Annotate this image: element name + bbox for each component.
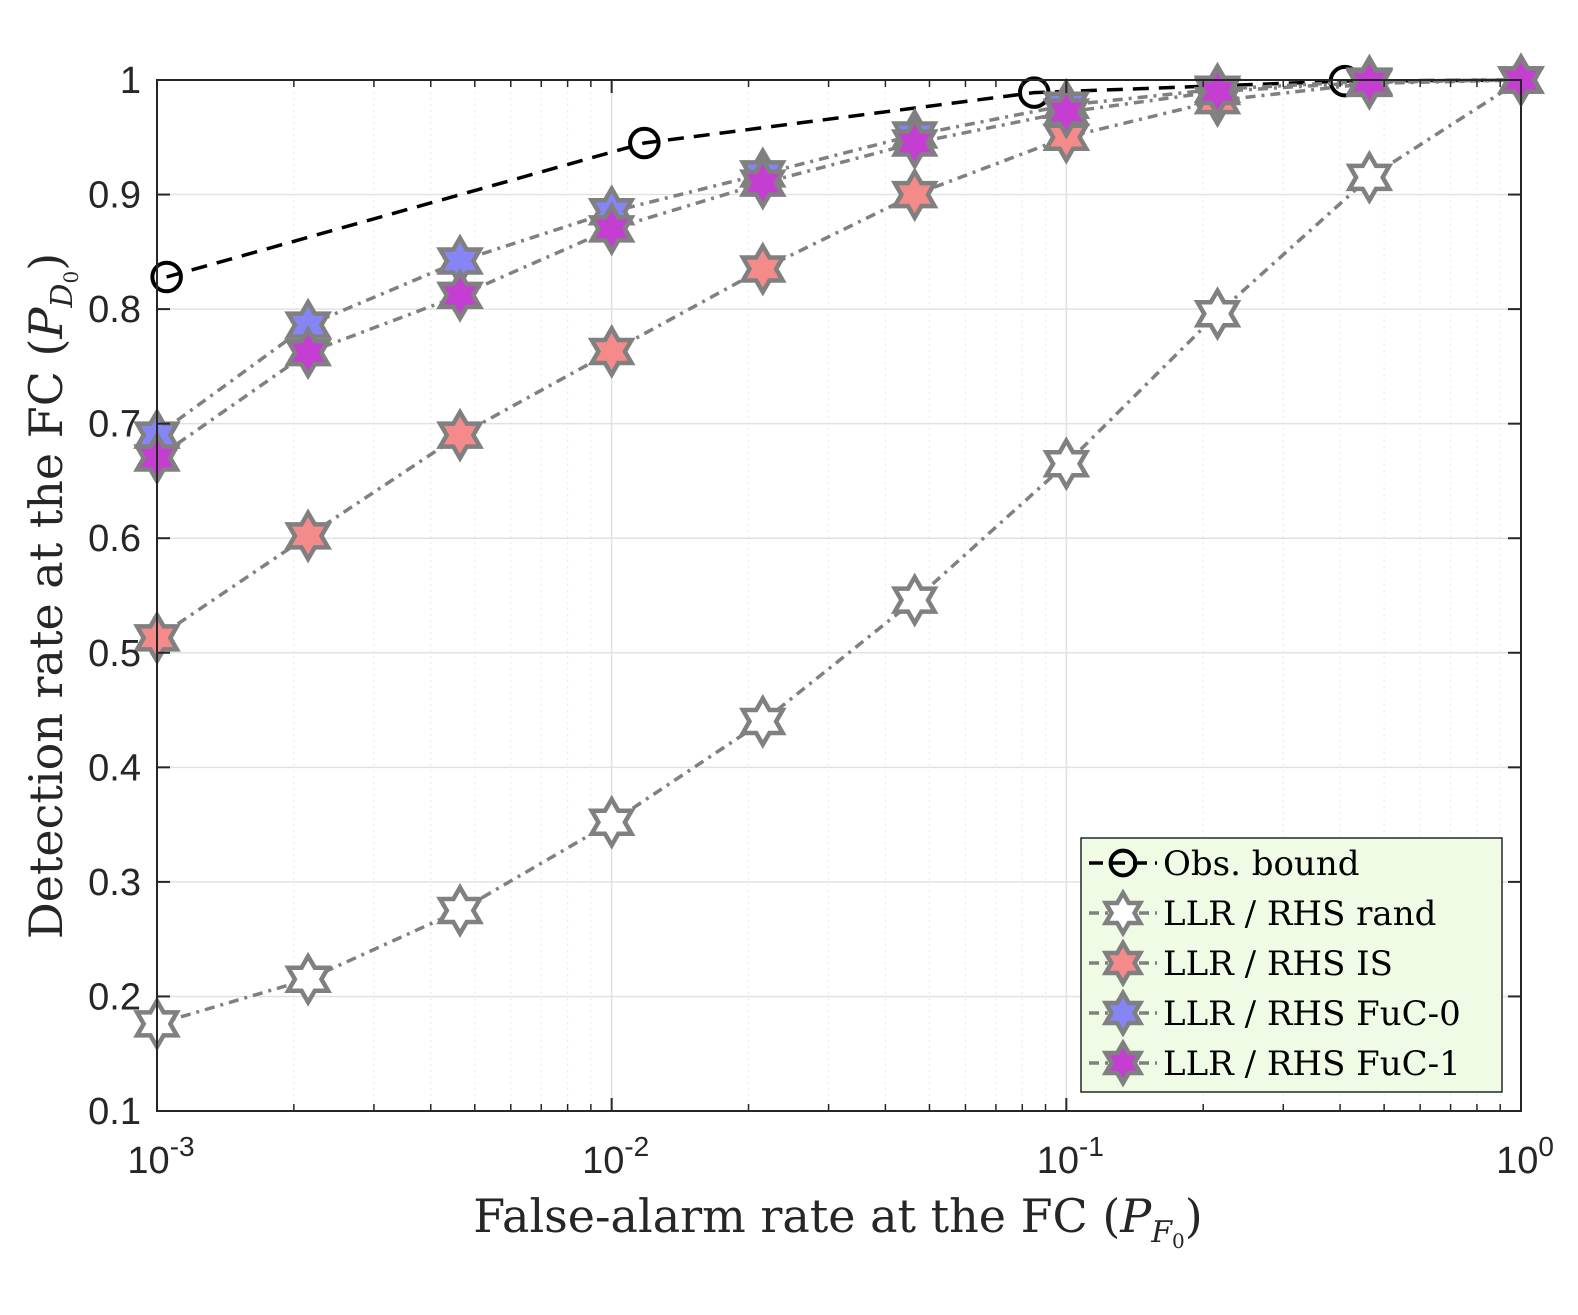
y-tick-label: 0.4 [88, 747, 141, 789]
data-point-marker [284, 508, 333, 564]
data-point-marker [587, 201, 636, 257]
data-point-marker [436, 883, 484, 938]
data-point-marker [739, 694, 787, 749]
legend-entry: Obs. bound [1089, 844, 1360, 884]
y-tick-label: 0.2 [88, 976, 141, 1018]
x-axis-title: False-alarm rate at the FC (PF0) [473, 1189, 1202, 1253]
legend-entry: LLR / RHS IS [1089, 938, 1393, 988]
data-point-marker [436, 267, 484, 323]
data-point-marker [628, 126, 661, 160]
series-line [156, 78, 1522, 1026]
x-tick-label: 10-2 [582, 1131, 649, 1182]
legend: Obs. bound LLR / RHS rand LLR / RHS IS LLR … [1080, 837, 1503, 1093]
legend-entry: LLR / RHS FuC-0 [1089, 988, 1461, 1038]
data-point-marker [587, 324, 636, 379]
data-point-marker [1042, 84, 1091, 140]
data-point-marker [1042, 436, 1091, 492]
plot-frame [156, 79, 1522, 1112]
data-point-marker [1345, 54, 1394, 110]
data-point-marker [1101, 988, 1145, 1038]
data-point-marker [739, 241, 787, 297]
legend-label: LLR / RHS FuC-0 [1163, 994, 1461, 1034]
y-tick-label: 0.9 [88, 175, 141, 217]
x-tick-label: 10-3 [127, 1131, 194, 1182]
series-llr-rhs-rand [133, 52, 1545, 1052]
legend-label: Obs. bound [1163, 844, 1360, 884]
data-point-marker [1345, 149, 1394, 205]
legend-entry: LLR / RHS FuC-1 [1089, 1038, 1461, 1088]
data-point-marker [150, 260, 183, 294]
data-point-marker [890, 167, 939, 223]
y-tick-label: 0.7 [88, 404, 141, 446]
y-tick-label: 1 [120, 60, 141, 102]
y-tick-label: 0.1 [88, 1091, 141, 1133]
data-point-marker [1101, 1038, 1145, 1088]
y-tick-label: 0.5 [88, 633, 141, 675]
data-point-marker [284, 325, 333, 381]
data-point-marker [284, 951, 333, 1007]
data-point-marker [587, 794, 636, 850]
legend-label: LLR / RHS FuC-1 [1163, 1044, 1461, 1084]
y-tick-label: 0.3 [88, 862, 141, 904]
data-point-marker [890, 115, 939, 171]
y-axis-title: Detection rate at the FC (PD0) [19, 253, 83, 939]
data-point-marker [1108, 848, 1138, 878]
series-line [155, 78, 1522, 437]
data-point-marker [1193, 286, 1242, 342]
legend-entry: LLR / RHS rand [1089, 888, 1436, 938]
data-point-marker [436, 407, 484, 463]
data-point-marker [1101, 888, 1145, 938]
y-tick-label: 0.8 [88, 289, 141, 331]
x-tick-label: 100 [1496, 1131, 1554, 1182]
y-tick-label: 0.6 [88, 518, 141, 560]
legend-label: LLR / RHS IS [1163, 944, 1393, 984]
data-point-marker [1101, 938, 1145, 988]
legend-label: LLR / RHS rand [1163, 894, 1436, 934]
x-tick-label: 10-1 [1037, 1131, 1104, 1182]
legend-box [1080, 837, 1503, 1093]
data-point-marker [739, 155, 787, 211]
axis-ticks: 10-3 10-2 10-1 100 0.1 0.2 0.3 0.4 0.5 0.6 0.7 0.8 0… [88, 60, 1554, 1182]
data-point-marker [890, 572, 939, 628]
